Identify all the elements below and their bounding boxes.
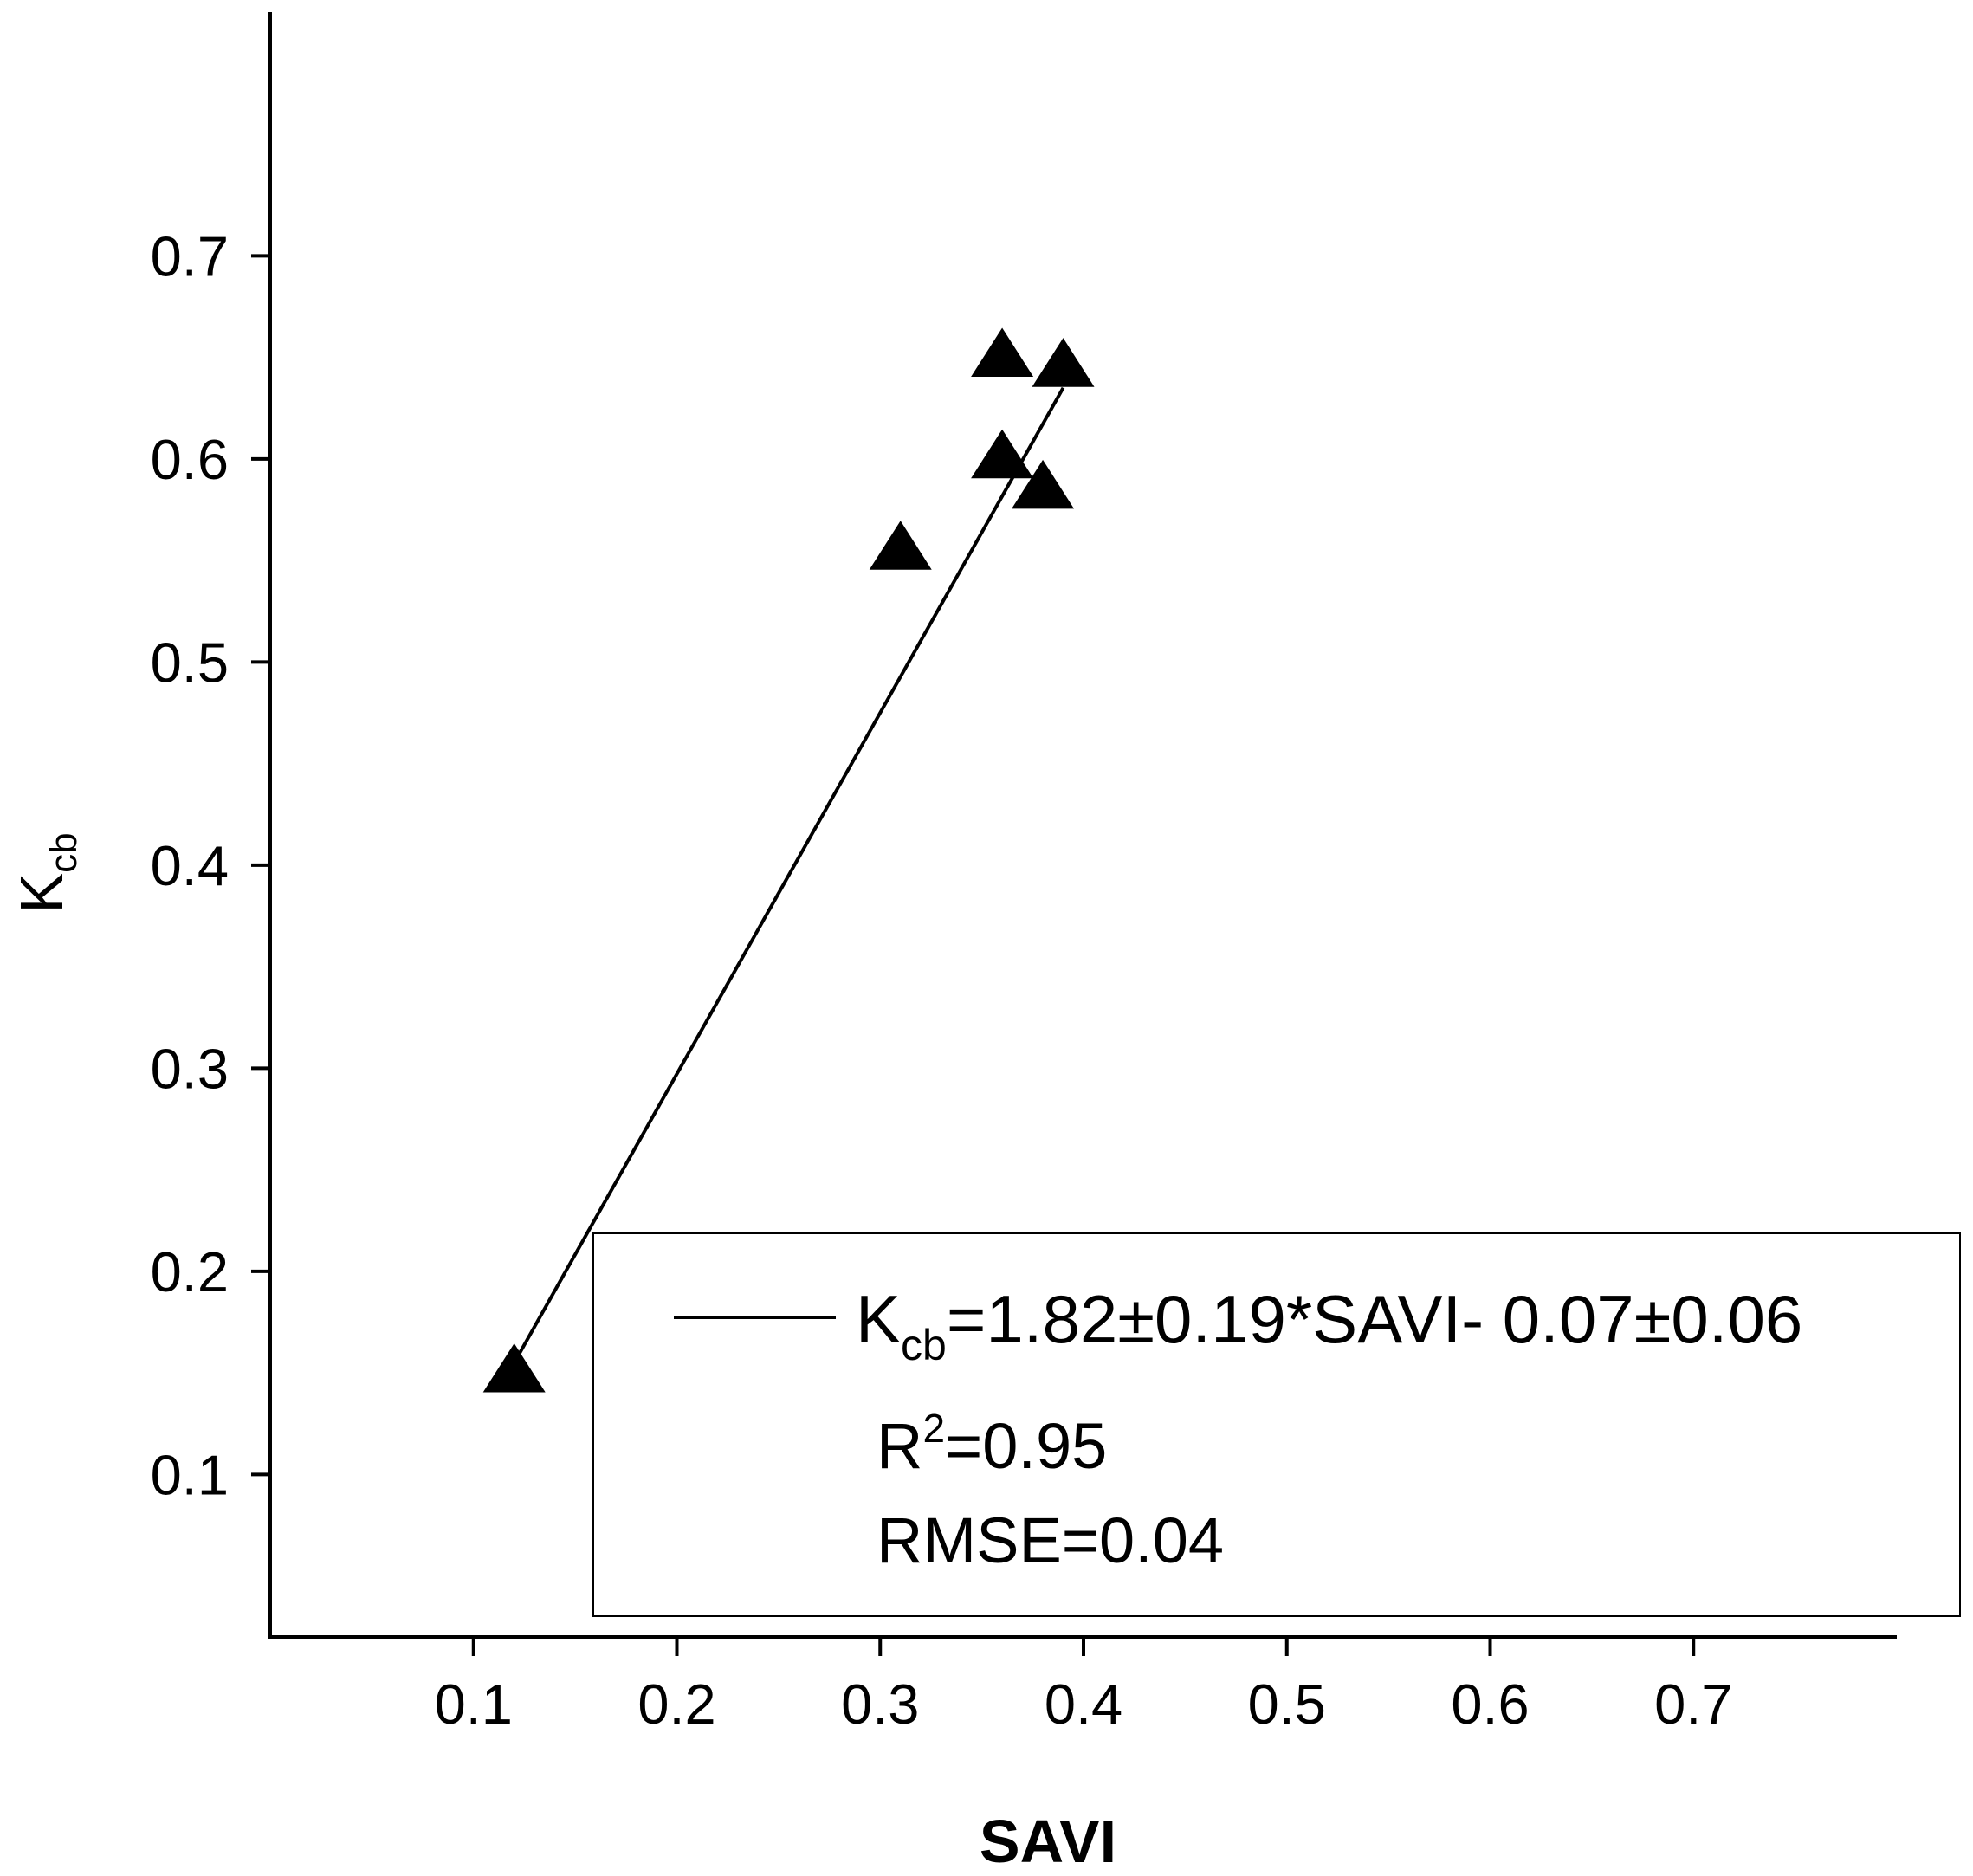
y-axis-title: Kcb [8, 832, 85, 913]
y-tick-label: 0.1 [151, 1443, 229, 1506]
x-tick-label: 0.6 [1451, 1672, 1529, 1736]
y-tick-label: 0.5 [151, 631, 229, 694]
x-tick-label: 0.1 [435, 1672, 513, 1736]
regression-line [512, 386, 1065, 1364]
y-tick-label: 0.7 [151, 224, 229, 288]
legend: Kcb=1.82±0.19*SAVI- 0.07±0.06 R2=0.95 RM… [592, 1232, 1961, 1617]
legend-r2-rhs: =0.95 [945, 1410, 1107, 1482]
x-axis-title: SAVI [980, 1808, 1116, 1875]
legend-equation-rhs: =1.82±0.19*SAVI- 0.07±0.06 [947, 1281, 1802, 1357]
tick-labels: 0.1 0.2 0.3 0.4 0.5 0.6 0.7 0.1 0.2 0.3 0.4 0.5 0.6 0… [151, 224, 1733, 1736]
x-tick-label: 0.4 [1045, 1672, 1122, 1736]
x-tick-label: 0.5 [1248, 1672, 1326, 1736]
y-axis-title-main: K [8, 873, 75, 914]
data-point-triangle [482, 1342, 546, 1393]
legend-r2: R2=0.95 [877, 1406, 1107, 1482]
legend-r2-superscript: 2 [922, 1406, 945, 1451]
data-points [482, 327, 1095, 1393]
legend-box [592, 1232, 1961, 1617]
data-point-triangle [1032, 338, 1095, 387]
legend-r2-main: R [877, 1410, 922, 1482]
y-tick-label: 0.4 [151, 834, 229, 897]
y-tick-label: 0.6 [151, 428, 229, 491]
legend-equation-lhs: K [856, 1281, 901, 1357]
legend-rmse: RMSE=0.04 [877, 1504, 1224, 1576]
data-point-triangle [971, 327, 1034, 377]
legend-equation-subscript: cb [901, 1321, 947, 1369]
x-tick-label: 0.7 [1654, 1672, 1732, 1736]
legend-equation: Kcb=1.82±0.19*SAVI- 0.07±0.06 [856, 1281, 1802, 1369]
x-tick-label: 0.2 [637, 1672, 715, 1736]
y-axis-title-subscript: cb [42, 832, 85, 872]
y-tick-label: 0.3 [151, 1037, 229, 1100]
x-tick-label: 0.3 [841, 1672, 919, 1736]
data-point-triangle [971, 429, 1034, 479]
data-point-triangle [869, 521, 932, 570]
y-tick-label: 0.2 [151, 1240, 229, 1303]
data-point-triangle [1012, 459, 1075, 509]
tick-marks [251, 254, 1696, 1656]
